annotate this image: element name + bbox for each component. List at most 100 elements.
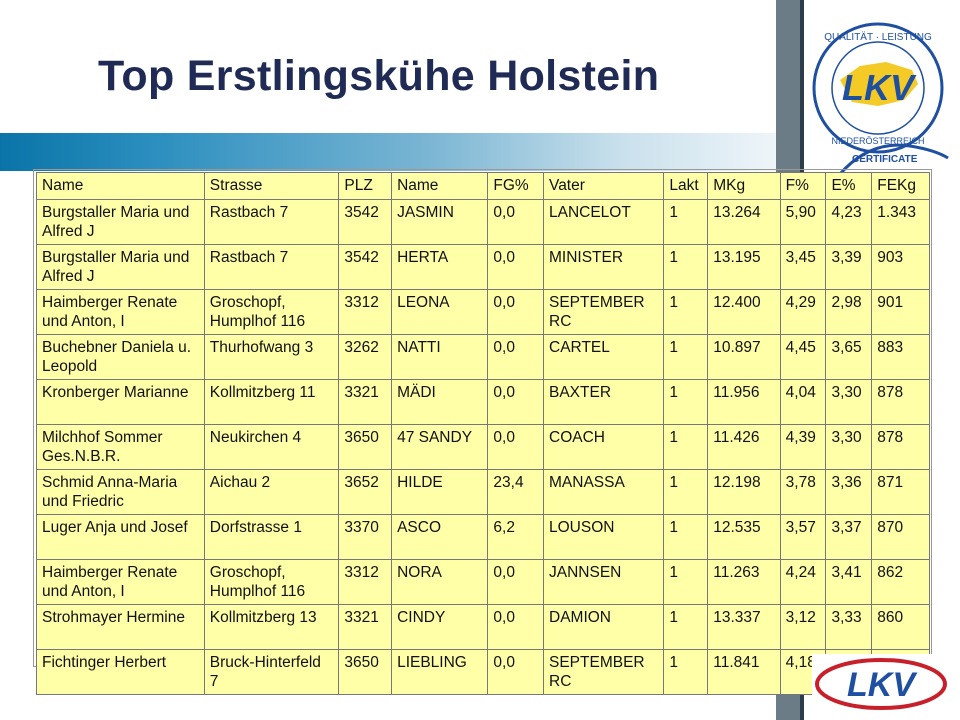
table-cell: 12.198 [707, 469, 781, 515]
table-cell: SEPTEMBER RC [542, 289, 665, 335]
table-row: Kronberger Marianne Kollmitzberg 11 3321 MÄ… [36, 379, 930, 425]
table-cell: 0,0 [487, 604, 544, 650]
table-cell: CARTEL [542, 334, 665, 380]
table-cell: 3,65 [825, 334, 873, 380]
column-header: F% [779, 172, 827, 200]
column-header: FEKg [871, 172, 930, 200]
table-cell: 3262 [338, 334, 393, 380]
table-cell: 0,0 [487, 334, 544, 380]
table-cell: 870 [871, 514, 930, 560]
table-row: Burgstaller Maria und Alfred J Rastbach 7… [36, 244, 930, 290]
column-header: Vater [542, 172, 665, 200]
table-cell: Rastbach 7 [203, 244, 340, 290]
table-cell: NORA [391, 559, 489, 605]
table-cell: 1 [663, 199, 709, 245]
table-cell: 3,78 [779, 469, 827, 515]
table-cell: 3370 [338, 514, 393, 560]
table-cell: NATTI [391, 334, 489, 380]
table-cell: 12.535 [707, 514, 781, 560]
column-header: E% [825, 172, 873, 200]
table-cell: 11.841 [707, 649, 781, 695]
table-cell: Rastbach 7 [203, 199, 340, 245]
table-cell: 4,39 [779, 424, 827, 470]
table-cell: 1 [663, 244, 709, 290]
table-cell: Burgstaller Maria und Alfred J [36, 199, 205, 245]
table-cell: 871 [871, 469, 930, 515]
table-cell: 3542 [338, 244, 393, 290]
table-cell: 0,0 [487, 199, 544, 245]
table-cell: Milchhof Sommer Ges.N.B.R. [36, 424, 205, 470]
table-cell: 6,2 [487, 514, 544, 560]
table-cell: 3650 [338, 649, 393, 695]
table-cell: 1 [663, 604, 709, 650]
svg-text:CERTIFICATE: CERTIFICATE [852, 154, 918, 165]
table-cell: Burgstaller Maria und Alfred J [36, 244, 205, 290]
table-cell: 3,30 [825, 379, 873, 425]
column-header: Lakt [663, 172, 709, 200]
table-cell: 878 [871, 424, 930, 470]
top-cows-table: Name Strasse PLZ Name FG% Vater Lakt MKg… [36, 172, 930, 695]
table-cell: 883 [871, 334, 930, 380]
table-cell: Luger Anja und Josef [36, 514, 205, 560]
table-cell: 12.400 [707, 289, 781, 335]
column-header: Strasse [203, 172, 340, 200]
svg-text:LKV: LKV [847, 666, 918, 704]
table-cell: 13.264 [707, 199, 781, 245]
table-cell: 0,0 [487, 379, 544, 425]
table-cell: 4,24 [779, 559, 827, 605]
table-cell: 0,0 [487, 244, 544, 290]
table-cell: Neukirchen 4 [203, 424, 340, 470]
table-cell: Haimberger Renate und Anton, I [36, 289, 205, 335]
table-cell: BAXTER [542, 379, 665, 425]
table-cell: 5,90 [779, 199, 827, 245]
table-cell: Bruck-Hinterfeld 7 [203, 649, 340, 695]
table-row: Fichtinger Herbert Bruck-Hinterfeld 7 3650… [36, 649, 930, 695]
table-cell: 13.195 [707, 244, 781, 290]
table-cell: LOUSON [542, 514, 665, 560]
lkv-quality-logo: LKV QUALITÄT · LEISTUNG NIEDERÖSTERREICH [812, 22, 944, 154]
table-cell: MANASSA [542, 469, 665, 515]
table-cell: 1 [663, 379, 709, 425]
lkv-footer-logo: LKV [812, 654, 950, 714]
table-cell: Schmid Anna-Maria und Friedric [36, 469, 205, 515]
table-cell: Thurhofwang 3 [203, 334, 340, 380]
table-cell: 4,23 [825, 199, 873, 245]
svg-text:NIEDERÖSTERREICH: NIEDERÖSTERREICH [831, 136, 924, 146]
table-cell: 13.337 [707, 604, 781, 650]
svg-text:QUALITÄT · LEISTUNG: QUALITÄT · LEISTUNG [824, 31, 932, 43]
header-band [0, 133, 776, 171]
table-cell: Dorfstrasse 1 [203, 514, 340, 560]
table-cell: Haimberger Renate und Anton, I [36, 559, 205, 605]
table-row: Burgstaller Maria und Alfred J Rastbach 7… [36, 199, 930, 245]
table-cell: Aichau 2 [203, 469, 340, 515]
table-cell: LIEBLING [391, 649, 489, 695]
table-cell: 2,98 [825, 289, 873, 335]
table-cell: 878 [871, 379, 930, 425]
table-cell: 3542 [338, 199, 393, 245]
table-cell: 3,33 [825, 604, 873, 650]
table-cell: 4,04 [779, 379, 827, 425]
table-cell: JANNSEN [542, 559, 665, 605]
table-cell: HILDE [391, 469, 489, 515]
table-cell: 3,39 [825, 244, 873, 290]
table-cell: 11.956 [707, 379, 781, 425]
table-cell: DAMION [542, 604, 665, 650]
table-row: Haimberger Renate und Anton, I Groschopf,… [36, 289, 930, 335]
table-cell: LANCELOT [542, 199, 665, 245]
table-cell: 1.343 [871, 199, 930, 245]
column-header: FG% [487, 172, 544, 200]
table-cell: 11.426 [707, 424, 781, 470]
table-cell: 3,36 [825, 469, 873, 515]
table-cell: 3,37 [825, 514, 873, 560]
table-cell: Groschopf, Humplhof 116 [203, 559, 340, 605]
table-cell: 3650 [338, 424, 393, 470]
table-row: Milchhof Sommer Ges.N.B.R. Neukirchen 4 36… [36, 424, 930, 470]
table-cell: 4,45 [779, 334, 827, 380]
table-cell: 1 [663, 514, 709, 560]
table-cell: 47 SANDY [391, 424, 489, 470]
column-header: Name [391, 172, 489, 200]
table-cell: 1 [663, 559, 709, 605]
table-cell: 0,0 [487, 559, 544, 605]
table-cell: 3321 [338, 379, 393, 425]
table-cell: 1 [663, 289, 709, 335]
